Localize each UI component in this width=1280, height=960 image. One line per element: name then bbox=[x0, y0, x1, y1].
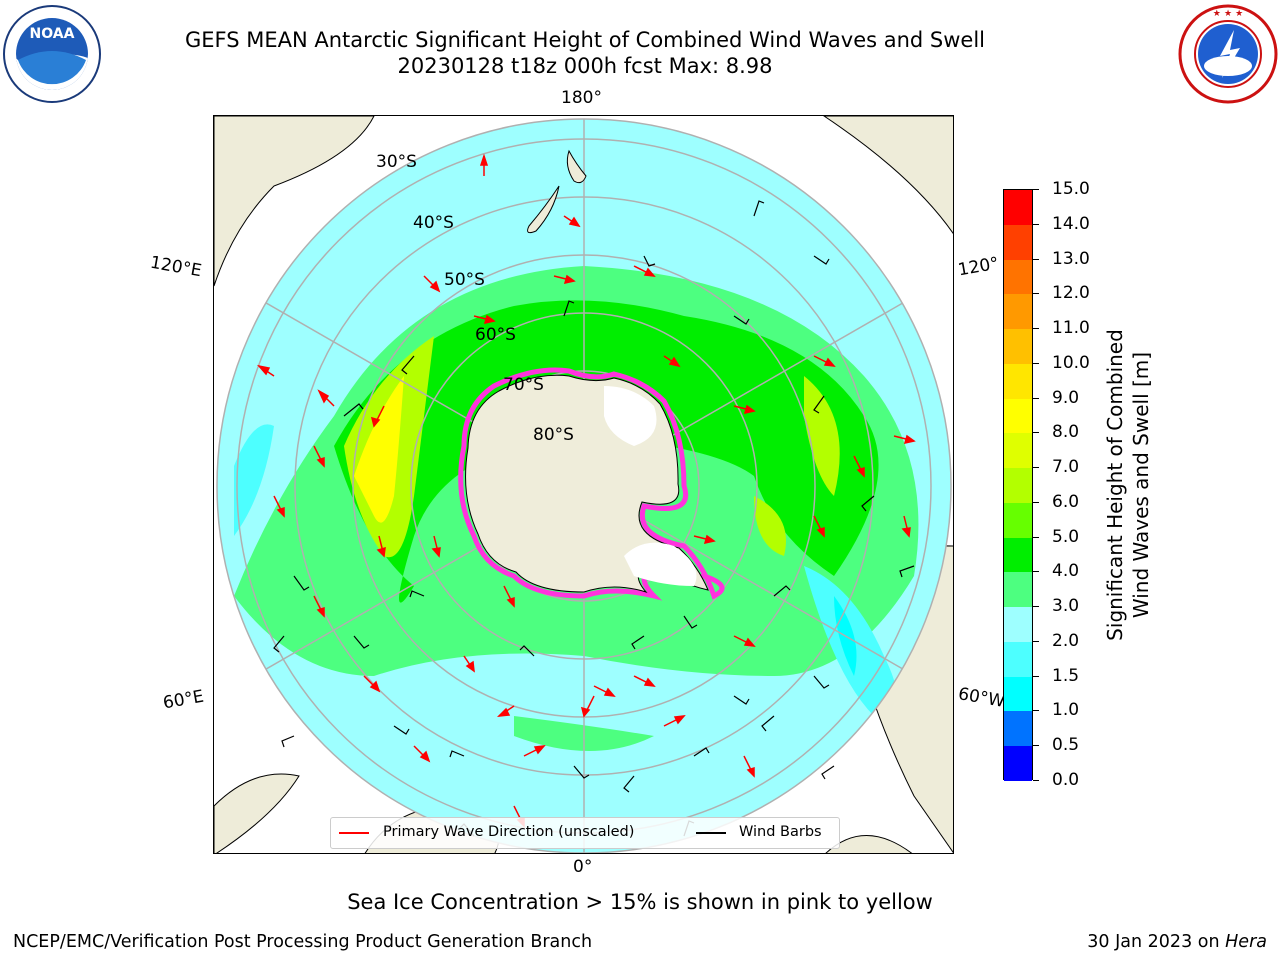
colorbar-tick-mark bbox=[1033, 571, 1039, 573]
lon-label-60w: 60°W bbox=[956, 684, 1007, 712]
credit-text: NCEP/EMC/Verification Post Processing Pr… bbox=[13, 932, 593, 952]
map-panel bbox=[213, 115, 954, 854]
colorbar-segment bbox=[1004, 294, 1032, 330]
colorbar-segment bbox=[1004, 676, 1032, 712]
colorbar-segment bbox=[1004, 468, 1032, 504]
wave-direction-arrows bbox=[256, 153, 916, 828]
colorbar-tick-label: 9.0 bbox=[1052, 387, 1080, 408]
colorbar-tick-label: 5.0 bbox=[1052, 526, 1080, 547]
colorbar-tick-mark bbox=[1033, 258, 1039, 260]
run-date: 30 Jan 2023 on Hera bbox=[1087, 932, 1267, 952]
colorbar-segment bbox=[1004, 746, 1032, 782]
colorbar-tick-mark bbox=[1033, 640, 1039, 642]
lat-label-60s: 60°S bbox=[475, 325, 516, 345]
colorbar-tick-label: 1.0 bbox=[1052, 700, 1080, 721]
colorbar-tick-label: 11.0 bbox=[1052, 318, 1090, 339]
colorbar-tick-mark bbox=[1033, 606, 1039, 608]
colorbar-label-line2: Wind Waves and Swell [m] bbox=[1129, 351, 1153, 619]
lat-label-80s: 80°S bbox=[533, 425, 574, 445]
colorbar-tick-label: 13.0 bbox=[1052, 248, 1090, 269]
colorbar-tick-mark bbox=[1033, 467, 1039, 469]
lon-label-120w: 120° bbox=[956, 253, 1001, 281]
colorbar-tick-mark bbox=[1033, 328, 1039, 330]
colorbar-segment bbox=[1004, 537, 1032, 573]
colorbar-segment bbox=[1004, 641, 1032, 678]
colorbar-tick-label: 14.0 bbox=[1052, 213, 1090, 234]
legend-wind-label: Wind Barbs bbox=[739, 824, 822, 840]
colorbar-tick-mark bbox=[1033, 780, 1039, 781]
lat-label-30s: 30°S bbox=[376, 152, 417, 172]
new-zealand bbox=[527, 149, 587, 234]
colorbar-segment bbox=[1004, 398, 1032, 434]
colorbar-segment bbox=[1004, 259, 1032, 295]
noaa-logo: NOAA bbox=[3, 5, 101, 103]
colorbar bbox=[1003, 189, 1033, 782]
colorbar-tick-mark bbox=[1033, 675, 1039, 677]
colorbar-tick-mark bbox=[1033, 397, 1039, 399]
colorbar-segment bbox=[1004, 363, 1032, 400]
antarctica bbox=[458, 367, 725, 601]
colorbar-tick-label: 3.0 bbox=[1052, 596, 1080, 617]
colorbar-tick-label: 7.0 bbox=[1052, 457, 1080, 478]
chart-title: GEFS MEAN Antarctic Significant Height o… bbox=[184, 28, 986, 52]
colorbar-segment bbox=[1004, 572, 1032, 608]
lat-label-40s: 40°S bbox=[413, 213, 454, 233]
colorbar-segment bbox=[1004, 190, 1032, 226]
map-legend: Primary Wave Direction (unscaled) Wind B… bbox=[330, 817, 840, 849]
noaa-logo-text: NOAA bbox=[30, 26, 75, 42]
colorbar-tick-label: 0.0 bbox=[1052, 770, 1080, 790]
lon-label-60e: 60°E bbox=[161, 686, 206, 714]
chart-subtitle: 20230128 t18z 000h fcst Max: 8.98 bbox=[397, 54, 773, 78]
colorbar-segment bbox=[1004, 433, 1032, 469]
sea-ice-note: Sea Ice Concentration > 15% is shown in … bbox=[347, 890, 933, 914]
lon-label-180: 180° bbox=[561, 88, 602, 108]
run-date-prefix: 30 Jan 2023 on bbox=[1087, 932, 1226, 952]
colorbar-tick-mark bbox=[1033, 223, 1039, 225]
colorbar-tick-mark bbox=[1033, 432, 1039, 434]
colorbar-tick-label: 8.0 bbox=[1052, 422, 1080, 443]
colorbar-segment bbox=[1004, 711, 1032, 747]
colorbar-tick-mark bbox=[1033, 189, 1039, 190]
colorbar-segment bbox=[1004, 502, 1032, 539]
lon-label-0: 0° bbox=[573, 857, 593, 877]
colorbar-tick-label: 6.0 bbox=[1052, 491, 1080, 512]
colorbar-tick-mark bbox=[1033, 293, 1039, 295]
lat-label-50s: 50°S bbox=[444, 270, 485, 290]
colorbar-segment bbox=[1004, 329, 1032, 365]
nws-logo: ★ ★ ★ bbox=[1178, 4, 1278, 104]
colorbar-label-line1: Significant Height of Combined bbox=[1103, 329, 1127, 641]
map-canvas bbox=[214, 116, 953, 853]
colorbar-tick-mark bbox=[1033, 536, 1039, 538]
lat-label-70s: 70°S bbox=[503, 375, 544, 395]
colorbar-tick-mark bbox=[1033, 362, 1039, 364]
colorbar-tick-label: 10.0 bbox=[1052, 352, 1090, 373]
legend-wind-line bbox=[696, 832, 726, 834]
colorbar-tick-label: 0.5 bbox=[1052, 735, 1080, 756]
colorbar-tick-label: 1.5 bbox=[1052, 665, 1080, 686]
colorbar-segment bbox=[1004, 224, 1032, 260]
run-date-machine: Hera bbox=[1225, 932, 1267, 952]
svg-text:★ ★ ★: ★ ★ ★ bbox=[1213, 9, 1243, 19]
colorbar-tick-label: 2.0 bbox=[1052, 630, 1080, 651]
colorbar-tick-mark bbox=[1033, 745, 1039, 747]
colorbar-tick-label: 4.0 bbox=[1052, 561, 1080, 582]
colorbar-tick-mark bbox=[1033, 501, 1039, 503]
colorbar-tick-label: 15.0 bbox=[1052, 179, 1090, 199]
legend-wave-line bbox=[339, 832, 369, 834]
colorbar-tick-mark bbox=[1033, 710, 1039, 712]
colorbar-label: Significant Height of Combined Wind Wave… bbox=[1102, 329, 1154, 641]
colorbar-tick-label: 12.0 bbox=[1052, 283, 1090, 304]
legend-wave-label: Primary Wave Direction (unscaled) bbox=[383, 824, 635, 840]
colorbar-segment bbox=[1004, 607, 1032, 643]
lon-label-120e: 120°E bbox=[148, 252, 204, 282]
